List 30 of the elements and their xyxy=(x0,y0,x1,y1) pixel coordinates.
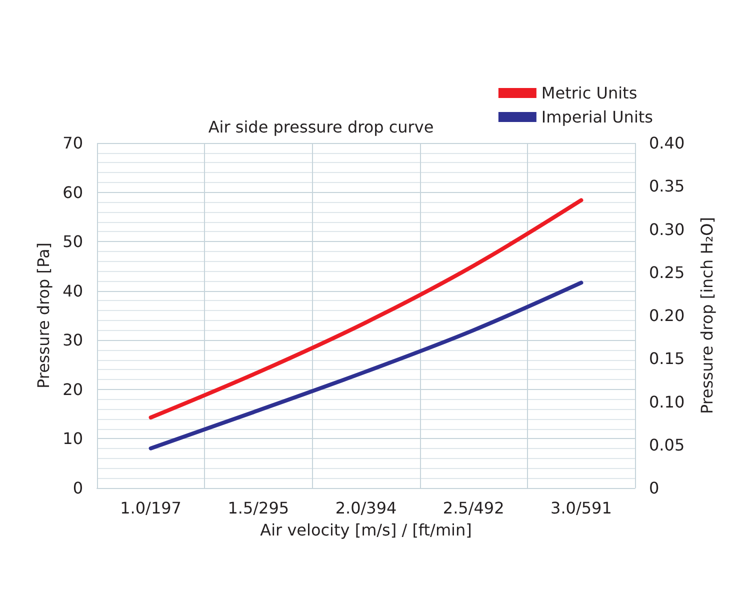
y2-tick-label: 0.05 xyxy=(649,435,685,454)
y-tick-label: 0 xyxy=(72,478,83,498)
y-tick-label: 60 xyxy=(62,182,83,202)
y-tick-label: 20 xyxy=(62,380,83,399)
line-series xyxy=(148,198,584,420)
y-tick-label: 50 xyxy=(62,232,83,252)
y2-tick-label: 0.25 xyxy=(649,262,685,282)
x-tick-label: 1.0/197 xyxy=(120,498,182,518)
x-tick-label: 3.0/591 xyxy=(550,498,612,518)
y-tick-label: 30 xyxy=(62,330,83,350)
chart-title: Air side pressure drop curve xyxy=(208,118,434,136)
y2-axis-title: Pressure drop [inch H₂O] xyxy=(698,217,716,414)
y-axis-title: Pressure drop [Pa] xyxy=(34,242,54,389)
y2-tick-label: 0.30 xyxy=(649,220,685,239)
y2-tick-label: 0.15 xyxy=(649,349,685,368)
y2-tick-label: 0.35 xyxy=(649,176,685,196)
x-tick-label: 2.0/394 xyxy=(335,498,397,518)
line-series xyxy=(148,280,584,450)
x-tick-label: 1.5/295 xyxy=(228,498,290,518)
y2-tick-label: 0.20 xyxy=(649,306,685,325)
legend-label: Imperial Units xyxy=(541,108,654,126)
y2-tick-label: 0.10 xyxy=(649,392,685,412)
y-tick-label: 40 xyxy=(62,281,83,300)
x-tick-label: 2.5/492 xyxy=(442,498,504,518)
y-tick-label: 70 xyxy=(62,134,83,152)
y-tick-label: 10 xyxy=(62,429,83,448)
y2-tick-label: 0 xyxy=(649,478,660,498)
y2-tick-label: 0.40 xyxy=(649,134,685,152)
legend-label: Metric Units xyxy=(541,84,638,102)
x-axis-title: Air velocity [m/s] / [ft/min] xyxy=(260,520,472,540)
